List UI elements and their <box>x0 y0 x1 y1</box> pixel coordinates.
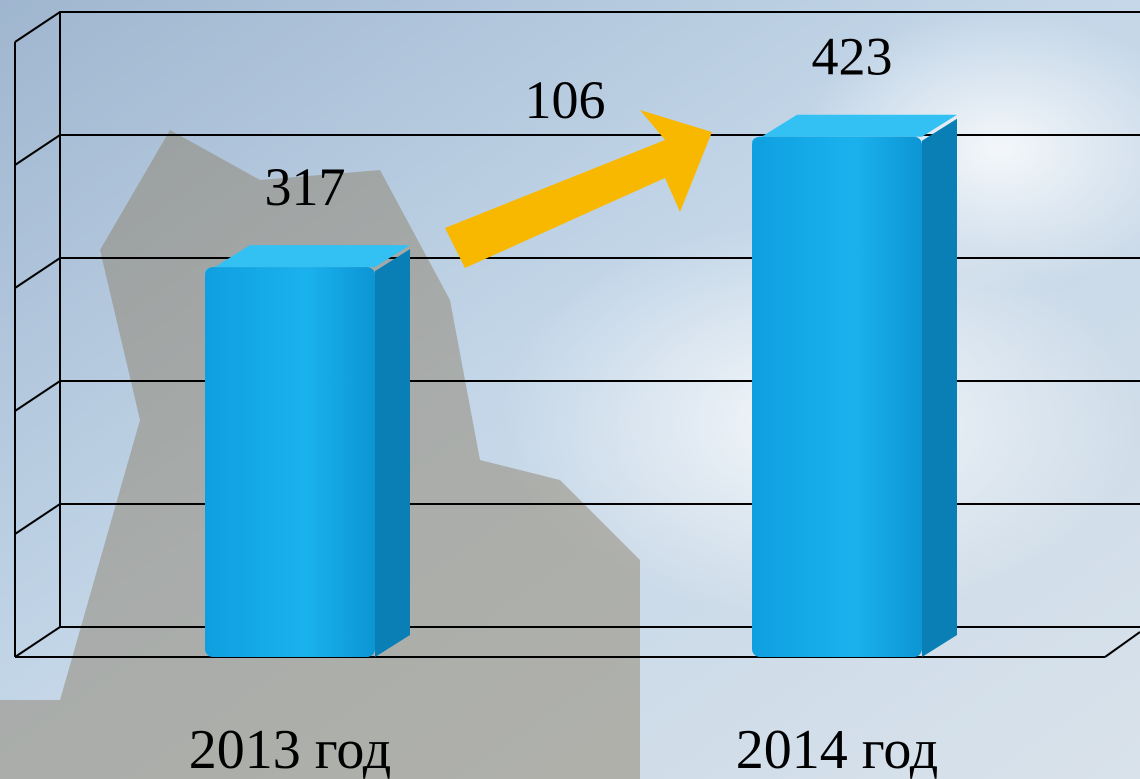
x-tick-label: 2013 год <box>189 719 391 779</box>
bar-top <box>205 245 410 274</box>
value-label: 423 <box>812 27 893 87</box>
value-label: 317 <box>265 157 346 217</box>
annotation: 106 <box>525 70 606 130</box>
increase-arrow <box>445 110 712 268</box>
x-tick-label: 2014 год <box>736 719 938 779</box>
grid-line <box>14 11 1140 43</box>
bar <box>205 267 375 657</box>
bar-top <box>752 114 957 143</box>
bar <box>752 136 922 657</box>
chart-frame <box>14 12 1140 658</box>
bar-side <box>375 249 410 657</box>
bar-side <box>922 118 957 657</box>
